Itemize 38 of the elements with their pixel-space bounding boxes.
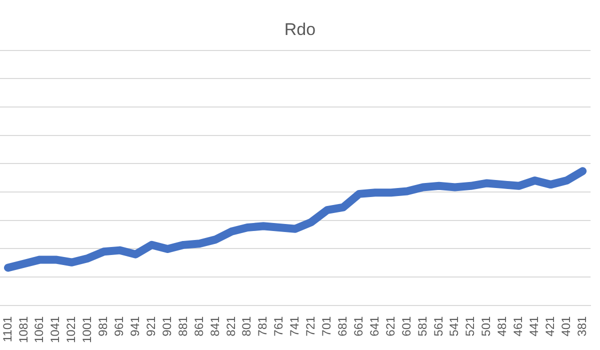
x-tick-label: 881 [176,316,190,336]
x-tick-label: 1001 [80,316,94,344]
x-tick-label: 1061 [32,316,46,344]
x-tick-label: 521 [463,316,478,336]
x-tick-label: 401 [558,316,573,336]
x-tick-label: 681 [335,316,350,336]
x-tick-label: 701 [320,316,334,336]
x-tick-label: 661 [351,316,366,336]
x-tick-label: 461 [511,316,526,336]
x-tick-label: 561 [431,316,446,336]
x-tick-label: 801 [240,316,254,336]
x-tick-label: 541 [447,316,462,336]
x-tick-label: 601 [399,316,414,336]
x-tick-label: 581 [415,316,430,336]
x-tick-label: 381 [574,316,589,336]
x-tick-label: 421 [542,316,557,336]
x-tick-label: 641 [367,316,382,336]
x-tick-label: 981 [96,316,110,336]
x-tick-label: 941 [128,316,142,336]
x-tick-label: 761 [272,316,286,336]
x-tick-label: 721 [304,316,318,336]
x-tick-label: 901 [160,316,174,336]
x-tick-label: 841 [208,316,222,336]
x-tick-label: 441 [527,316,542,336]
x-tick-label: 861 [192,316,206,336]
x-tick-label: 921 [144,316,158,336]
x-tick-label: 781 [256,316,270,336]
x-tick-label: 481 [495,316,510,336]
x-tick-label: 501 [479,316,494,336]
x-tick-label: 741 [288,316,302,336]
x-tick-label: 961 [112,316,126,336]
x-tick-label: 1041 [48,316,62,344]
x-tick-label: 821 [224,316,238,336]
chart-title: Rdo [284,20,316,39]
x-tick-label: 621 [383,316,398,336]
x-tick-label: 1101 [0,316,14,342]
x-tick-label: 1081 [16,316,30,344]
x-tick-label: 1021 [64,316,78,344]
